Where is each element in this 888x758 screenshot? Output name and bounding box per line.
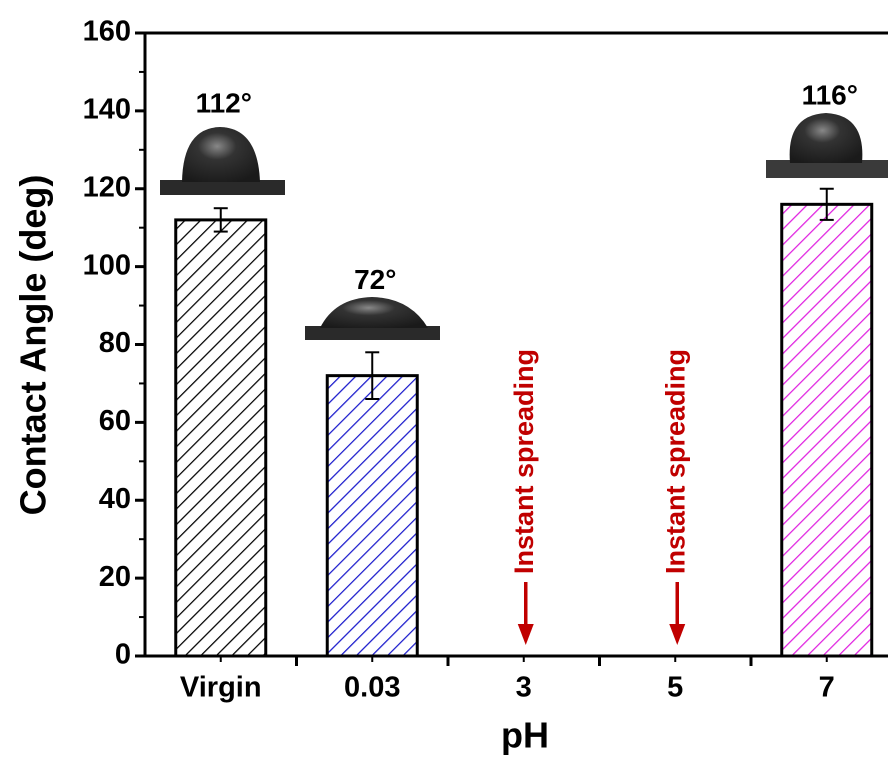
y-tick-label: 160 bbox=[83, 16, 131, 48]
page: {"chart_data": {"type": "bar", "x_label"… bbox=[0, 0, 888, 758]
value-label: 112° bbox=[196, 87, 252, 118]
x-tick-label: 0.03 bbox=[344, 672, 400, 704]
y-tick-label: 40 bbox=[99, 483, 131, 515]
bar bbox=[782, 204, 872, 656]
annotation: Instant spreading bbox=[660, 349, 690, 574]
y-axis-title: Contact Angle (deg) bbox=[13, 175, 54, 516]
droplet-image bbox=[160, 127, 285, 195]
y-tick-label: 60 bbox=[99, 405, 131, 437]
y-tick-label: 140 bbox=[83, 94, 131, 126]
annotation: Instant spreading bbox=[509, 349, 539, 574]
x-tick-label: 7 bbox=[819, 672, 835, 704]
y-tick-label: 0 bbox=[115, 639, 131, 671]
x-tick-label: 5 bbox=[667, 672, 683, 704]
x-axis-title: pH bbox=[501, 715, 549, 756]
y-tick-label: 80 bbox=[99, 327, 131, 359]
value-label: 72° bbox=[354, 264, 396, 295]
y-tick-label: 120 bbox=[83, 171, 131, 203]
bar bbox=[327, 376, 417, 656]
chart: pH Contact Angle (deg) 0 20 40 60 80 100 120 14… bbox=[0, 0, 888, 758]
annotation-arrowhead bbox=[669, 624, 685, 645]
x-tick-label: Virgin bbox=[180, 672, 262, 704]
annotation-arrowhead bbox=[518, 624, 534, 645]
y-tick-label: 100 bbox=[83, 249, 131, 281]
x-tick-label: 3 bbox=[516, 672, 532, 704]
value-label: 116° bbox=[802, 80, 858, 111]
y-tick-label: 20 bbox=[99, 561, 131, 593]
droplet-image bbox=[305, 297, 440, 340]
droplet-image bbox=[766, 113, 888, 178]
bar bbox=[176, 220, 266, 656]
